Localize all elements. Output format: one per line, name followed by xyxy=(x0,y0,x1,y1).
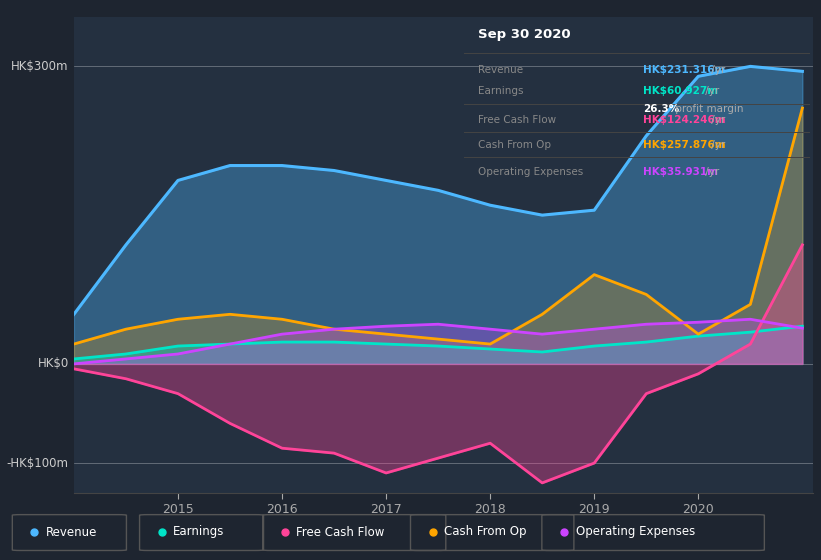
Text: /yr: /yr xyxy=(702,167,719,177)
Text: HK$300m: HK$300m xyxy=(11,60,69,73)
Text: Cash From Op: Cash From Op xyxy=(478,140,551,150)
Text: /yr: /yr xyxy=(708,115,725,125)
Text: HK$35.931m: HK$35.931m xyxy=(643,167,718,177)
Text: /yr: /yr xyxy=(702,86,719,96)
Text: Revenue: Revenue xyxy=(46,525,98,539)
Text: profit margin: profit margin xyxy=(672,104,744,114)
Text: Operating Expenses: Operating Expenses xyxy=(576,525,695,539)
Text: 26.3%: 26.3% xyxy=(643,104,680,114)
Text: HK$231.316m: HK$231.316m xyxy=(643,64,726,74)
Text: Cash From Op: Cash From Op xyxy=(444,525,526,539)
Text: HK$257.876m: HK$257.876m xyxy=(643,140,726,150)
Text: Operating Expenses: Operating Expenses xyxy=(478,167,583,177)
Text: HK$124.246m: HK$124.246m xyxy=(643,115,726,125)
Text: -HK$100m: -HK$100m xyxy=(7,456,69,469)
Text: Free Cash Flow: Free Cash Flow xyxy=(296,525,385,539)
Text: HK$0: HK$0 xyxy=(38,357,69,370)
Text: Revenue: Revenue xyxy=(478,64,523,74)
Text: HK$60.927m: HK$60.927m xyxy=(643,86,718,96)
Text: /yr: /yr xyxy=(708,64,725,74)
Text: Earnings: Earnings xyxy=(173,525,225,539)
Text: Free Cash Flow: Free Cash Flow xyxy=(478,115,556,125)
Text: Sep 30 2020: Sep 30 2020 xyxy=(478,29,571,41)
Text: Earnings: Earnings xyxy=(478,86,523,96)
Text: /yr: /yr xyxy=(708,140,725,150)
